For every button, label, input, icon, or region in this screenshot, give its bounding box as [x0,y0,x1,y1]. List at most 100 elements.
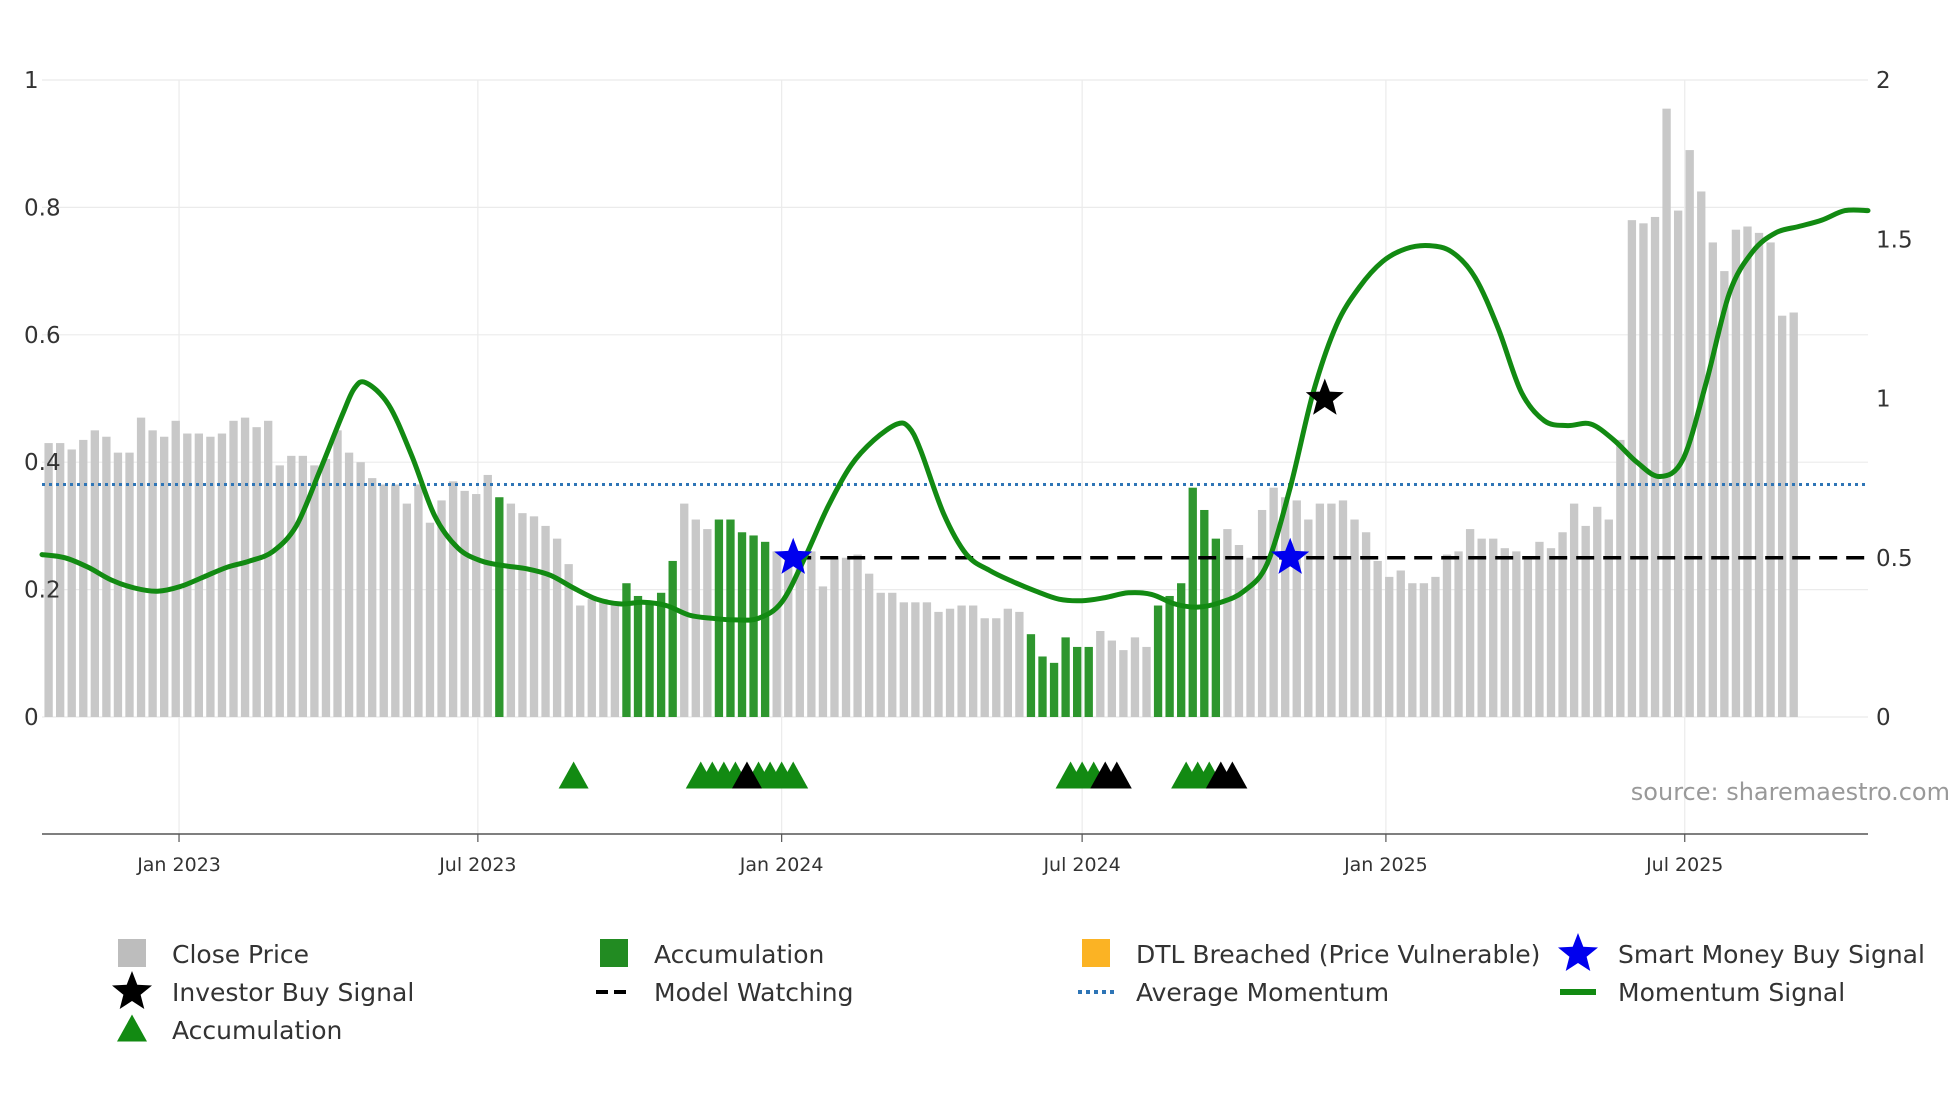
close-price-bar [1304,519,1313,717]
legend-label: Momentum Signal [1618,978,1845,1007]
close-price-bar [1465,529,1475,717]
close-price-bar [818,586,828,717]
close-price-bar [402,503,412,717]
close-price-bar [483,474,492,717]
x-axis-tick-label: Jan 2024 [739,854,824,876]
smart-money-buy-signal-star [1271,537,1310,574]
close-price-bar [552,538,562,717]
close-price-bar [1662,108,1671,718]
close-price-bar [529,516,539,717]
x-axis-tick-label: Jan 2025 [1343,854,1428,876]
accumulation-triangle-marker-black [1217,761,1248,789]
close-price-bar [1512,551,1521,717]
right-axis-tick-label: 0.5 [1876,546,1913,572]
legend-label: Accumulation [654,940,824,969]
accumulation-bar [760,541,770,717]
smart-money-buy-signal-star [774,537,813,574]
close-price-bar [136,417,146,717]
close-price-bar [934,611,943,717]
accumulation-bar [1061,637,1070,717]
accumulation-bar [1177,583,1186,717]
close-price-bar [1119,650,1128,717]
close-price-bar [564,564,573,717]
legend-item: Momentum Signal [1560,978,1845,1007]
close-price-bar [1281,497,1290,717]
left-axis-tick-label: 0.2 [24,578,61,604]
close-price-bar [333,430,342,717]
close-price-bar [194,433,204,717]
left-axis-tick-label: 0 [24,705,39,731]
close-price-bar [1489,538,1498,717]
close-price-bar [1523,557,1533,717]
legend-item: Model Watching [596,978,854,1007]
close-price-bar [44,443,53,717]
close-price-bar [321,459,331,717]
close-price-bar [148,430,157,717]
close-price-bar [911,602,920,717]
close-price-bar [160,436,169,717]
close-price-bar [1130,637,1140,717]
close-price-bar [1754,232,1764,717]
close-price-bar [841,557,851,717]
legend: Close Price Accumulation DTL Breached (Pri… [112,933,1925,1045]
close-price-bar [1338,500,1348,717]
legend-swatch-square [118,939,146,967]
accumulation-bar [737,532,747,717]
legend-item: DTL Breached (Price Vulnerable) [1082,939,1540,969]
close-price-bar [969,605,978,717]
left-axis-tick-label: 0.8 [24,195,61,221]
close-price-bar [1408,583,1417,717]
close-price-bar [876,592,885,717]
close-price-bar [1142,646,1151,717]
legend-label: Model Watching [654,978,854,1007]
close-price-bar [888,592,897,717]
close-price-bar [1246,557,1255,717]
close-price-bar [772,551,781,717]
accumulation-triangle-marker [778,761,809,789]
legend-star-icon [112,971,152,1009]
x-axis-tick-label: Jul 2023 [438,854,516,876]
close-price-bar [1720,271,1729,717]
close-price-bar [1477,538,1486,717]
close-price-bar [1431,576,1440,717]
accumulation-bar [1084,646,1093,717]
close-price-bar [229,420,238,717]
momentum-signal-line [39,207,1871,623]
accumulation-bar [633,595,643,717]
x-axis-tick-label: Jul 2024 [1042,854,1120,876]
close-price-bar [1015,611,1024,717]
accumulation-triangle-marker [558,761,589,789]
accumulation-bar [1153,605,1163,717]
close-price-bar [1708,242,1717,717]
close-price-bar [1396,570,1405,717]
close-price-bar [56,443,65,717]
legend-swatch-square [600,939,628,967]
close-price-bar [310,465,319,717]
close-price-bar [1096,631,1105,717]
close-price-bar [807,551,816,717]
close-price-bar [1581,525,1590,717]
source-label: source: sharemaestro.com [1631,778,1950,806]
close-price-bar [264,420,273,717]
right-axis-tick-label: 0 [1876,705,1891,731]
close-price-bar [830,557,839,717]
accumulation-bar [1165,595,1174,717]
accumulation-bar [1049,662,1059,717]
close-price-bar [1535,541,1544,717]
close-price-bar [1546,548,1556,717]
close-price-bar [252,427,261,717]
left-axis-tick-label: 0.6 [24,323,61,349]
accumulation-markers [558,761,1248,789]
accumulation-bar [622,583,631,717]
accumulation-triangle-marker-black [731,761,762,789]
close-price-bar [899,602,908,717]
close-price-bar [1107,640,1117,717]
accumulation-bar [1073,646,1082,717]
close-price-bar [1223,529,1232,717]
accumulation-bar [1038,656,1047,717]
accumulation-bar [1200,509,1209,717]
close-price-bar [1593,506,1602,717]
close-price-bar [680,503,689,717]
legend-swatch-square [1082,939,1110,967]
